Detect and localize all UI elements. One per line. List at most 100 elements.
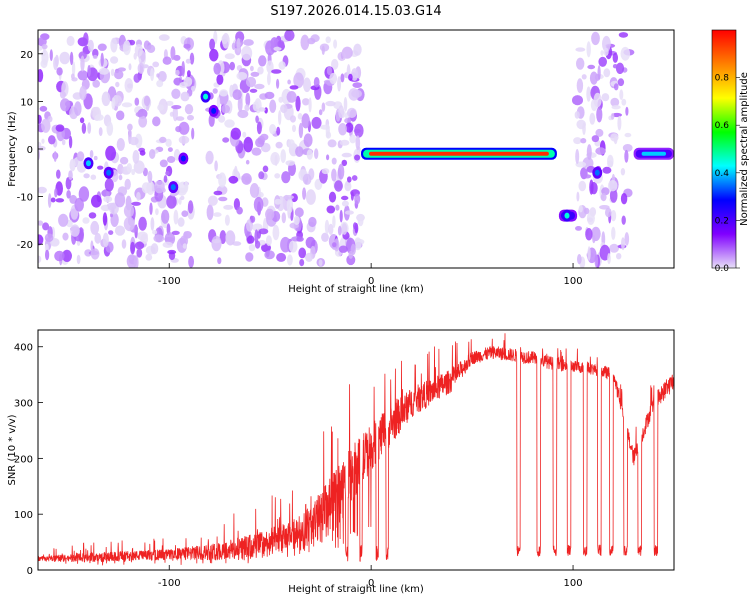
spectrogram-cell	[341, 159, 348, 167]
spectrogram-cell	[170, 192, 178, 197]
snr-y-ticks: 0 100 200 300 400	[14, 343, 43, 577]
spectrogram-cell	[138, 115, 148, 128]
spectrogram-cell	[327, 139, 337, 148]
snr-y-tick-label: 0	[27, 566, 33, 577]
spectrogram-cell	[344, 181, 352, 192]
spectrogram-cell	[205, 150, 214, 165]
spectrogram-cell	[258, 107, 266, 112]
spectrogram-cell	[257, 66, 264, 75]
spectrogram-cell	[585, 228, 593, 241]
spectrogram-cell	[348, 250, 354, 259]
spectrogram-cell	[305, 252, 313, 262]
spectrogram-cell	[74, 101, 82, 116]
spectrogram-cell	[613, 83, 619, 91]
spectrogram-cell	[249, 88, 258, 93]
spectrogram-cell	[625, 106, 629, 116]
spectrogram-cell	[229, 61, 235, 71]
spectrogram-cell	[149, 149, 156, 159]
spectrogram-cell	[265, 208, 275, 220]
spectrogram-cell	[354, 123, 364, 138]
spectrogram-cell	[183, 43, 191, 49]
spectrogram-cell	[137, 62, 145, 74]
snr-x-tick-label: -100	[158, 578, 181, 589]
spectrogram-cell	[252, 101, 260, 112]
spectrogram-cell	[231, 42, 236, 50]
spectrogram-cell	[290, 193, 298, 203]
spectrogram-cell	[97, 43, 107, 51]
snr-y-tick-label: 100	[14, 510, 33, 521]
spectrogram-cell	[133, 255, 139, 268]
spectrogram-cell	[303, 77, 311, 93]
spectrogram-cell	[59, 90, 66, 99]
spectrogram-cell	[573, 137, 582, 145]
spectrogram-cell	[341, 195, 349, 201]
spectrogram-cell	[321, 232, 329, 242]
spectrogram-cell	[207, 195, 218, 206]
spectrogram-cell	[592, 235, 596, 244]
spectrogram-cell	[131, 201, 142, 206]
spectrogram-cell	[612, 63, 618, 69]
spectrogram-cell	[100, 52, 104, 67]
spectrogram-cell	[331, 157, 337, 165]
spectrogram-cell	[146, 44, 156, 53]
spectrogram-cell	[298, 247, 307, 259]
spectrogram-cell	[353, 222, 357, 230]
spectrogram-cell	[156, 80, 164, 88]
spectrogram-cell	[147, 170, 153, 183]
spectrogram-cell	[616, 253, 622, 260]
spectrogram-cell	[600, 50, 604, 56]
colorbar-label: Normalized spectral amplitude	[739, 72, 750, 226]
spectrogram-cell	[83, 32, 89, 46]
spectrogram-cell	[269, 124, 277, 135]
spectrogram-cell	[132, 150, 140, 164]
spectrogram-cell	[236, 206, 243, 215]
spectrogram-cell	[354, 154, 361, 161]
spectrogram-cell	[269, 99, 277, 113]
spectrogram-cell	[91, 194, 102, 208]
spectrogram-cell	[48, 135, 56, 145]
spectrogram-data	[38, 30, 674, 268]
spectrogram-cell	[81, 122, 87, 134]
spectrogram-cell	[248, 244, 256, 252]
spectrogram-cell	[292, 124, 296, 133]
spectrogram-cell	[184, 181, 189, 193]
spectrogram-cell	[255, 115, 259, 124]
spectrogram-cell	[583, 174, 592, 179]
spectrogram-cell	[224, 214, 230, 226]
spectrogram-cell	[58, 213, 69, 227]
spectrogram-cell	[321, 45, 325, 55]
spectrogram-cell	[130, 241, 136, 255]
spectrogram-cell	[591, 31, 600, 46]
spectrogram-cell	[134, 241, 145, 250]
spectrogram-cell	[610, 97, 620, 107]
spectrogram-cell	[348, 73, 353, 81]
spectrogram-cell	[326, 66, 332, 76]
spectrogram-cell	[94, 114, 104, 121]
spectrogram-cell	[92, 54, 98, 59]
spectrogram-cell	[267, 72, 271, 86]
spectrogram-cell	[225, 230, 236, 246]
spectrogram-cell	[321, 168, 330, 175]
spectrogram-cell	[122, 40, 131, 56]
spectrogram-cell	[124, 178, 131, 190]
spectrogram-cell	[295, 95, 301, 112]
spectrogram-cell	[246, 219, 254, 232]
spectrogram-cell	[254, 229, 259, 245]
snr-y-label: SNR (10 * v/v)	[7, 414, 18, 485]
spectrogram-cell	[59, 51, 70, 65]
spectrogram-cell	[575, 149, 580, 164]
spectrogram-cell	[131, 168, 136, 176]
spectrogram-cell	[228, 175, 239, 184]
spectrogram-cell	[276, 252, 287, 262]
spectrogram-cell	[106, 202, 117, 210]
spectrogram-cell	[90, 174, 97, 180]
spectrogram-cell	[595, 128, 604, 137]
spectrogram-cell	[83, 173, 90, 179]
spectrogram-cell	[621, 98, 627, 106]
spectrogram-cell	[154, 180, 165, 194]
spectrogram-cell	[285, 160, 296, 166]
spectrogram-cell	[87, 39, 94, 52]
spectrogram-cell	[217, 257, 222, 265]
